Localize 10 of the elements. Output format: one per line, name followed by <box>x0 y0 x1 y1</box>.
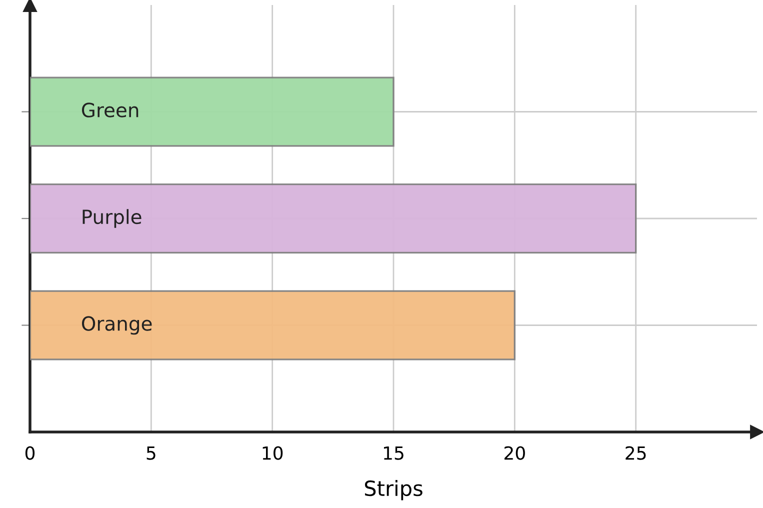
x-tick-label: 10 <box>262 446 283 460</box>
x-tick-label: 25 <box>626 446 646 460</box>
x-tick-label: 20 <box>504 446 525 460</box>
x-tick-label: 0 <box>25 446 35 460</box>
y-tick-label: Orange <box>82 316 152 335</box>
y-tick-label: Purple <box>82 209 142 228</box>
x-tick-label: 5 <box>146 446 156 460</box>
x-axis-title: Strips <box>364 480 422 500</box>
y-tick-label: Green <box>82 102 138 118</box>
x-tick-label: 15 <box>384 446 404 460</box>
